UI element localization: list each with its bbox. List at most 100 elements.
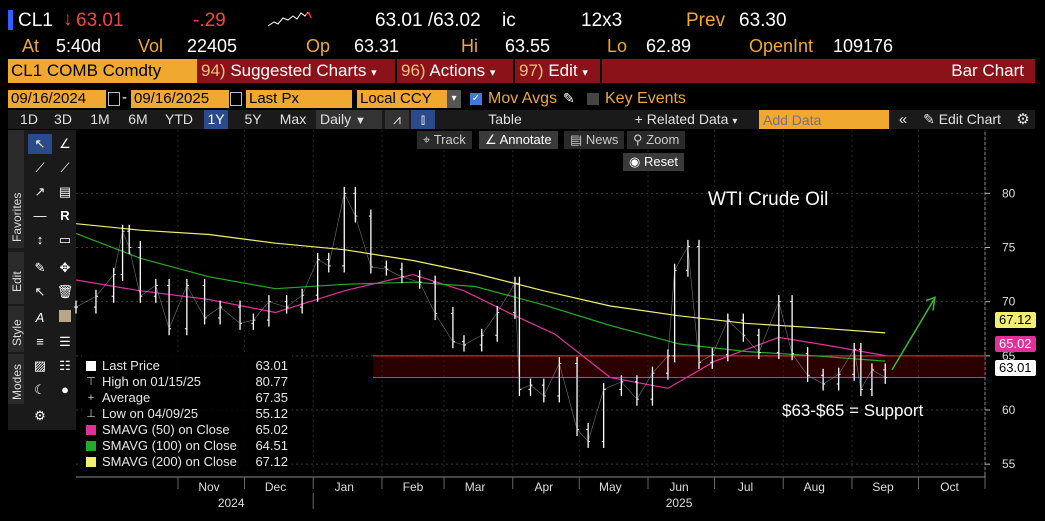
mov-avgs-checkbox[interactable]: ✓ [470,93,482,105]
key-events-checkbox[interactable] [587,93,599,105]
last-price: 63.01 [76,10,124,31]
rectangle-icon[interactable]: ▭ [58,232,72,247]
fill-color-icon[interactable] [53,308,77,328]
edit-tab[interactable]: Edit [8,252,24,304]
edit-chart-label: Edit Chart [938,111,1001,127]
x-tick-label: Nov [198,480,219,494]
period-button-max[interactable]: Max [279,111,307,127]
prev-label: Prev [686,10,726,31]
zoom-button[interactable]: ⚲ Zoom [627,131,686,149]
reset-button[interactable]: ◉ Reset [623,153,684,171]
y-tick-label: 75 [1002,241,1016,255]
text-tool-icon[interactable]: R [60,208,70,223]
brush-icon[interactable]: ✎ [34,260,46,275]
y-tick-label: 65 [1002,349,1016,363]
arrow-line-icon[interactable]: ↗ [34,184,46,199]
trendline-icon[interactable]: ⟋ [35,160,45,175]
sma100-line [75,232,886,362]
legend-value: 55.12 [255,406,288,421]
font-icon[interactable]: A [35,310,45,325]
legend-high-icon: ⊤ [86,376,96,388]
collapse-icon[interactable]: « [898,111,908,128]
mov-avgs-label[interactable]: Mov Avgs [488,90,558,107]
edit-chart-button[interactable]: ✎ Edit Chart [916,110,1008,129]
legend-value: 80.77 [255,374,288,389]
settings-icon[interactable]: ⚙ [34,408,46,423]
select-icon[interactable]: ↖ [34,284,46,299]
suggested-charts-label: Suggested Charts [230,61,367,80]
openint-label: OpenInt [749,36,814,56]
period-button-1y[interactable]: 1Y [204,110,228,129]
palette-icon[interactable]: ● [61,382,69,397]
y-tick-label: 80 [1002,186,1016,200]
style-tab[interactable]: Style [8,306,24,352]
frequency-selector[interactable]: Daily ▼ [316,110,382,129]
legend-avg-icon: + [87,392,95,404]
x-tick-label: Oct [940,480,959,494]
security-field[interactable]: CL1 COMB Comdty [8,59,203,83]
cursor-icon[interactable]: ↖ [28,134,52,154]
grid-icon[interactable]: ☷ [59,358,71,373]
move-icon[interactable]: ✥ [59,260,71,275]
currency-dropdown-icon[interactable]: ▾ [447,90,461,108]
key-events-label[interactable]: Key Events [605,90,686,107]
x-tick-label: Mar [465,480,486,494]
chart-legend: Last Price 63.01 ⊤ High on 01/15/25 80.77 + Av… [82,354,292,472]
support-band [373,355,985,378]
end-date-field[interactable]: 09/16/2025 [131,90,229,108]
period-button-ytd[interactable]: YTD [165,111,193,127]
crescent-icon[interactable]: ☾ [34,382,46,397]
bid-ask: 63.01 /63.02 [375,10,481,31]
edit-button[interactable]: 97) Edit ▾ [515,59,602,83]
sma200-tag: 67.12 [995,312,1036,328]
period-button-5y[interactable]: 5Y [244,111,262,127]
date-separator: - [122,89,127,106]
y-tick-label: 60 [1002,403,1016,417]
suggested-charts-button[interactable]: 94) Suggested Charts ▾ [197,59,397,83]
line-weight-icon[interactable]: ☰ [59,334,71,349]
calendar-icon[interactable] [230,92,242,106]
ray-line-icon[interactable]: ⟋ [60,160,70,175]
start-date-field[interactable]: 09/16/2024 [8,90,106,108]
line-style-icon[interactable]: ≡ [36,334,44,349]
period-button-3d[interactable]: 3D [54,111,72,127]
trend-arrow-head [925,296,936,311]
gear-icon[interactable]: ⚙ [1016,111,1030,128]
actions-button[interactable]: 96) Actions ▾ [397,59,515,83]
pencil-icon[interactable]: ✎ [563,90,575,106]
legend-label: SMAVG (100) on Close [102,438,237,453]
bar-style-button[interactable]: ⫾ [411,110,435,129]
trash-icon[interactable]: 🗑 [56,284,74,299]
legend-row: Last Price 63.01 [82,358,292,374]
pattern-icon[interactable]: ▨ [33,358,47,373]
currency-selector[interactable]: Local CCY [357,90,447,108]
period-button-1d[interactable]: 1D [20,111,38,127]
legend-value: 67.12 [255,454,288,469]
period-button-6m[interactable]: 6M [128,111,148,127]
related-data-button[interactable]: + Related Data ▾ [622,110,750,129]
legend-row: SMAVG (200) on Close 67.12 [82,454,292,470]
pen-tool-icon[interactable]: ∠ [59,136,71,151]
modes-tab[interactable]: Modes [8,354,24,404]
low-label: Lo [607,36,628,56]
chart-title: WTI Crude Oil [708,189,829,210]
favorites-tab[interactable]: Favorites [8,130,24,248]
edit-label: Edit [548,61,578,80]
last-price-tag: 63.01 [995,360,1036,376]
field-selector[interactable]: Last Px [246,90,352,108]
table-button[interactable]: Table [488,111,522,127]
fibonacci-icon[interactable]: ↕ [36,232,44,247]
period-button-1m[interactable]: 1M [90,111,110,127]
sma200-line [75,223,886,334]
calendar-icon[interactable] [108,92,120,106]
high-price: 63.55 [505,36,551,56]
legend-label: Low on 04/09/25 [102,406,199,421]
chart-style-button[interactable]: ⩘ [385,110,409,129]
add-data-input[interactable] [759,110,889,129]
crosshair-icon: ⌖ [423,132,434,147]
legend-swatch [86,457,96,467]
channel-icon[interactable]: ▤ [58,184,72,199]
zoom-icon: ⚲ [633,132,647,147]
legend-label: SMAVG (200) on Close [102,454,237,469]
horizontal-line-icon[interactable]: — [33,208,47,223]
